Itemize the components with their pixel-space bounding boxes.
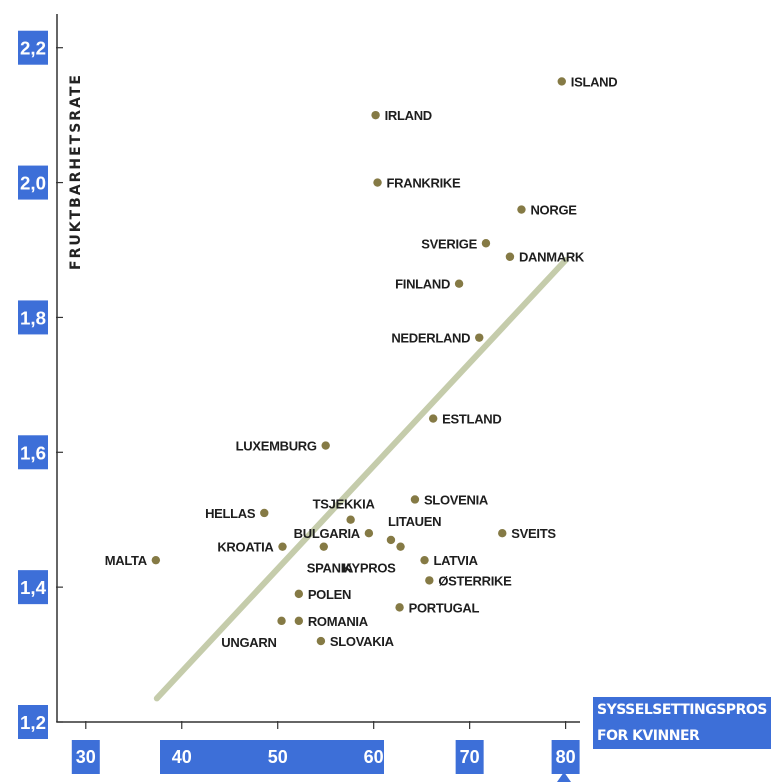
tick-labels: 1,2 1,4 1,6 1,8 2,0 2,2 30 40 50 60 70 80 — [18, 30, 580, 774]
data-label: FINLAND — [395, 277, 450, 292]
trendline-layer — [153, 257, 569, 702]
data-label: HELLAS — [205, 506, 256, 521]
x-axis-title-line-1: SYSSELSETTINGSPROSENT — [597, 702, 767, 718]
y-tick-label-bg — [18, 705, 48, 739]
data-point — [557, 77, 566, 86]
data-point — [410, 495, 420, 504]
data-label: PORTUGAL — [409, 600, 480, 615]
axes — [56, 14, 580, 729]
y-tick-label-bg — [18, 300, 48, 335]
data-point — [277, 616, 286, 626]
data-label: TSJEKKIA — [313, 497, 376, 512]
x-tick-label-bg — [455, 740, 484, 774]
y-tick-label-bg — [18, 570, 48, 605]
data-point — [396, 542, 405, 551]
data-label: SLOVAKIA — [330, 634, 395, 649]
x-tick-label: 80 — [556, 747, 576, 767]
data-label: IRLAND — [385, 108, 432, 123]
data-label: NORGE — [530, 203, 577, 218]
x-tick-label: 70 — [460, 747, 480, 767]
data-labels: ISLAND IRLAND FRANKRIKE NORGE SVERIGE DANMARK… — [105, 74, 618, 649]
x-tick-label: 50 — [268, 747, 288, 767]
data-label: MALTA — [105, 553, 148, 568]
y-tick-label-bg — [18, 30, 48, 65]
data-point — [425, 576, 434, 585]
data-label: ROMANIA — [308, 614, 369, 629]
data-label: ESTLAND — [442, 412, 501, 427]
data-label: KYPROS — [342, 561, 396, 576]
data-point — [260, 508, 269, 518]
x-tick-label: 60 — [364, 747, 384, 767]
data-label: DANMARK — [519, 250, 585, 265]
x-tick-label: 30 — [76, 747, 96, 767]
data-point — [294, 616, 304, 626]
data-label: ISLAND — [571, 74, 618, 89]
data-label: NEDERLAND — [391, 331, 470, 346]
x-axis-title-line-2: FOR KVINNER — [597, 728, 700, 744]
data-point — [371, 110, 380, 120]
data-label: FRANKRIKE — [387, 176, 461, 191]
data-point — [321, 441, 330, 450]
data-label: SLOVENIA — [424, 492, 489, 507]
y-tick-label: 1,4 — [20, 578, 46, 598]
data-label: KROATIA — [217, 540, 274, 555]
data-point — [395, 603, 404, 612]
data-point — [364, 529, 374, 538]
data-point — [454, 279, 464, 288]
data-point — [151, 555, 161, 565]
x-tick-label: 40 — [172, 747, 192, 767]
data-label: LUXEMBURG — [236, 439, 317, 454]
trend-line — [153, 257, 569, 702]
x-axis-title: SYSSELSETTINGSPROSENT FOR KVINNER — [593, 697, 771, 749]
x-tick-label-bg — [71, 740, 100, 774]
data-label: LITAUEN — [388, 514, 441, 529]
data-point — [517, 205, 526, 214]
data-point — [505, 252, 515, 261]
data-label: UNGARN — [221, 635, 276, 650]
data-label: POLEN — [308, 587, 351, 602]
data-point — [373, 178, 382, 187]
data-point — [420, 555, 429, 565]
data-label: BULGARIA — [294, 526, 361, 541]
y-axis-title: FRUKTBARHETSRATE — [68, 73, 84, 270]
y-tick-label-bg — [18, 435, 48, 470]
x-tick-label-bg — [551, 740, 580, 774]
data-label: SVERIGE — [421, 236, 477, 251]
data-point — [278, 542, 287, 551]
data-point — [316, 636, 326, 646]
data-point — [346, 515, 355, 524]
data-point — [319, 542, 328, 551]
y-tick-label: 2,0 — [20, 174, 46, 194]
y-tick-label: 2,2 — [20, 39, 46, 59]
y-tick-label-bg — [18, 165, 48, 200]
y-tick-label: 1,6 — [20, 443, 46, 463]
y-tick-label: 1,2 — [20, 713, 46, 733]
x-axis-title-pointer — [557, 772, 571, 782]
data-point — [475, 333, 484, 342]
data-label: LATVIA — [434, 553, 479, 568]
x-tick-band — [160, 740, 384, 774]
data-point — [428, 414, 438, 423]
y-tick-label: 1,8 — [20, 308, 46, 328]
data-point — [481, 239, 491, 248]
data-point — [386, 535, 396, 545]
data-label: SVEITS — [511, 526, 556, 541]
data-points — [151, 77, 566, 646]
data-point — [294, 589, 304, 599]
data-label: ØSTERRIKE — [438, 573, 512, 588]
data-point — [498, 529, 507, 538]
data-label: SPANIA — [307, 561, 354, 576]
